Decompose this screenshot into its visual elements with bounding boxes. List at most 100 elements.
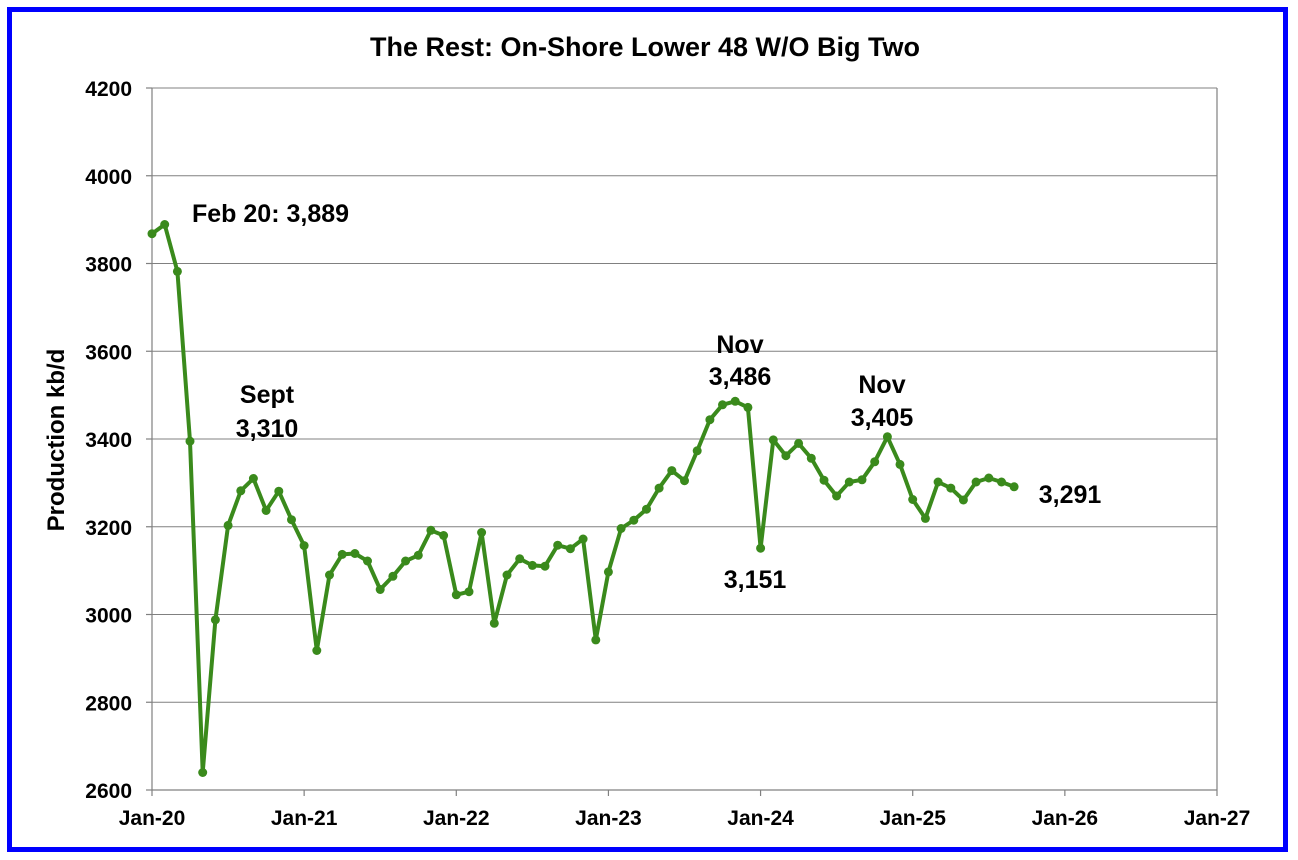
chart-frame: [7, 7, 1288, 852]
data-point-Jan-23: [603, 567, 613, 577]
annotation-label: Nov: [858, 371, 905, 399]
annotation-label: 3,310: [236, 415, 299, 443]
y-tick-label: 3200: [85, 517, 132, 540]
data-point-Nov-23: [730, 396, 740, 406]
data-point-Apr-23: [642, 504, 651, 514]
data-point-Aug-20: [236, 486, 246, 496]
data-point-May-22: [502, 570, 512, 580]
y-tick-label: 2600: [85, 780, 132, 803]
data-point-Jan-21: [299, 541, 309, 551]
data-point-Jun-22: [515, 554, 525, 564]
data-point-Mar-20: [172, 266, 182, 276]
y-tick-label: 2800: [85, 692, 132, 715]
data-point-Feb-21: [312, 646, 322, 655]
data-point-Jul-20: [223, 520, 233, 530]
chart-title: The Rest: On-Shore Lower 48 W/O Big Two: [370, 32, 920, 62]
data-point-Sep-23: [705, 415, 715, 425]
data-point-Aug-22: [540, 561, 550, 571]
y-tick-label: 3000: [85, 605, 132, 628]
data-point-Aug-24: [844, 477, 854, 487]
annotation-label: 3,405: [851, 404, 914, 432]
data-point-Oct-20: [261, 506, 271, 515]
data-point-Sep-25: [1009, 482, 1019, 492]
data-point-Jan-22: [451, 590, 461, 600]
x-tick-label: Jan-21: [271, 807, 338, 830]
x-tick-label: Jan-27: [1184, 807, 1251, 830]
data-point-Oct-22: [565, 544, 575, 554]
data-point-Dec-24: [895, 459, 905, 469]
data-point-Apr-24: [794, 438, 804, 448]
x-tick-label: Jan-23: [575, 807, 642, 830]
data-point-Jul-25: [984, 473, 994, 483]
annotation-label: Sept: [240, 381, 295, 409]
data-point-Apr-20: [185, 436, 195, 446]
data-point-Aug-23: [692, 446, 702, 456]
data-point-Nov-21: [426, 525, 436, 535]
gridlines: [152, 87, 1217, 703]
y-axis-label: Production kb/d: [43, 349, 70, 532]
data-point-Apr-25: [946, 483, 956, 493]
data-point-Jul-21: [375, 585, 385, 594]
data-point-Jun-20: [210, 615, 220, 625]
data-point-May-21: [350, 549, 360, 558]
data-point-Jun-24: [819, 475, 829, 485]
data-point-Feb-24: [768, 435, 778, 445]
data-point-Jun-21: [363, 556, 372, 566]
x-tick-labels: Jan-20 Jan-21 Jan-22 Jan-23 Jan-24 Jan-25 Jan-…: [119, 790, 1251, 830]
x-tick-label: Jan-20: [119, 807, 186, 830]
data-point-Apr-22: [489, 618, 499, 628]
data-point-Dec-22: [591, 635, 601, 645]
x-tick-label: Jan-24: [727, 807, 794, 830]
data-point-Mar-22: [477, 528, 487, 537]
annotation-label: Nov: [716, 331, 763, 359]
data-point-Mar-23: [629, 515, 639, 525]
data-point-Nov-20: [274, 486, 284, 496]
data-point-Jun-25: [971, 477, 981, 487]
x-tick-label: Jan-25: [879, 807, 946, 830]
data-point-Mar-21: [325, 570, 334, 580]
data-point-Sep-20: [248, 474, 258, 483]
data-point-Dec-23: [743, 402, 753, 412]
data-point-Jul-23: [680, 476, 689, 486]
data-point-Oct-23: [718, 400, 727, 410]
x-tick-label: Jan-26: [1032, 807, 1099, 830]
data-point-Aug-21: [388, 571, 398, 581]
x-tick-label: Jan-22: [423, 807, 490, 830]
data-point-Jan-20: [147, 229, 157, 239]
data-point-Feb-25: [920, 513, 930, 523]
data-point-Oct-24: [870, 457, 880, 467]
data-point-Feb-23: [616, 524, 626, 533]
data-point-Sep-22: [553, 540, 563, 550]
data-point-Mar-25: [933, 477, 943, 487]
data-point-May-23: [654, 483, 664, 493]
data-point-Dec-20: [287, 515, 296, 525]
y-tick-label: 4200: [85, 78, 132, 101]
data-point-Feb-20: [160, 220, 170, 229]
data-point-Jun-23: [667, 466, 677, 476]
annotation-label: 3,486: [709, 363, 772, 391]
y-tick-labels: 2600 2800 3000 3200 3400 3600 3800 4000 4200: [85, 78, 152, 803]
annotations: Feb 20: 3,889 Sept 3,310 Nov 3,486 3,151 Nov 3,…: [192, 200, 1101, 594]
data-point-Feb-22: [464, 587, 474, 597]
data-point-May-20: [198, 768, 208, 777]
data-point-Mar-24: [781, 451, 791, 461]
data-point-Jan-24: [756, 543, 766, 553]
annotation-label: Feb 20: 3,889: [192, 200, 349, 228]
data-point-Aug-25: [997, 477, 1006, 487]
annotation-label: 3,291: [1039, 481, 1102, 509]
data-point-Jul-22: [527, 560, 537, 570]
series-production: [147, 220, 1019, 777]
data-point-Oct-21: [413, 550, 423, 560]
y-tick-label: 3600: [85, 341, 132, 364]
data-point-Apr-21: [337, 549, 347, 559]
annotation-label: 3,151: [724, 566, 787, 594]
data-point-Sep-24: [857, 475, 867, 485]
data-point-May-25: [958, 495, 968, 505]
data-point-Nov-24: [882, 432, 892, 442]
y-tick-label: 4000: [85, 166, 132, 189]
data-point-Dec-21: [439, 531, 449, 540]
data-point-Sep-21: [401, 556, 411, 566]
data-point-Nov-22: [578, 534, 588, 544]
data-point-Jul-24: [832, 491, 842, 501]
